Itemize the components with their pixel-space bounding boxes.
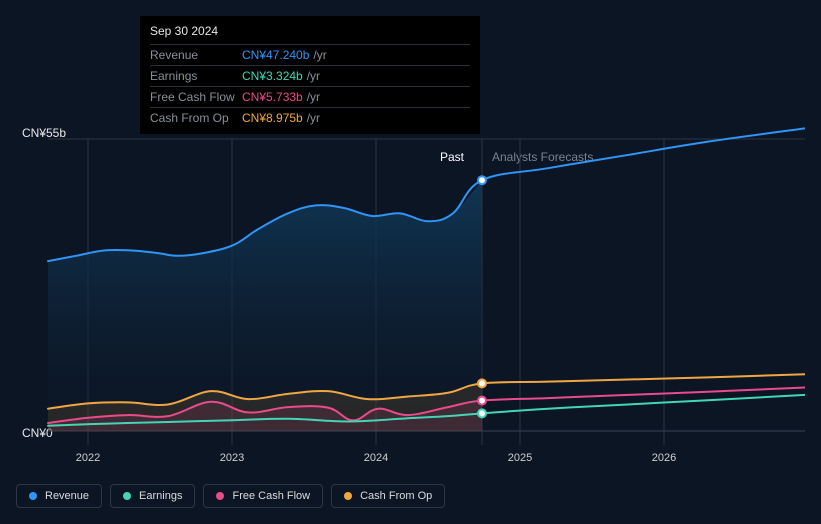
tooltip-unit: /yr <box>307 69 320 83</box>
x-axis-tick-label: 2025 <box>508 452 532 464</box>
x-axis-tick-label: 2024 <box>364 452 388 464</box>
chart-legend: Revenue Earnings Free Cash Flow Cash Fro… <box>16 484 445 508</box>
legend-dot-icon <box>344 492 352 500</box>
legend-item-free-cash-flow[interactable]: Free Cash Flow <box>203 484 323 508</box>
tooltip-label: Free Cash Flow <box>150 90 242 104</box>
tooltip-row: Free Cash Flow CN¥5.733b /yr <box>150 87 470 108</box>
legend-item-cash-from-op[interactable]: Cash From Op <box>331 484 445 508</box>
legend-dot-icon <box>29 492 37 500</box>
legend-dot-icon <box>123 492 131 500</box>
tooltip-label: Cash From Op <box>150 111 242 125</box>
tooltip-label: Earnings <box>150 69 242 83</box>
tooltip-value: CN¥3.324b <box>242 69 303 83</box>
legend-label: Revenue <box>45 490 89 502</box>
legend-label: Earnings <box>139 490 182 502</box>
tooltip-unit: /yr <box>307 111 320 125</box>
financial-chart[interactable] <box>16 125 805 445</box>
legend-label: Cash From Op <box>360 490 432 502</box>
tooltip-row: Cash From Op CN¥8.975b /yr <box>150 108 470 128</box>
x-axis-tick-label: 2022 <box>76 452 100 464</box>
legend-item-earnings[interactable]: Earnings <box>110 484 195 508</box>
tooltip-unit: /yr <box>307 90 320 104</box>
tooltip-unit: /yr <box>313 48 326 62</box>
tooltip-date: Sep 30 2024 <box>150 24 470 45</box>
x-axis-labels: 2022 2023 2024 2025 2026 <box>48 452 805 468</box>
tooltip-value: CN¥5.733b <box>242 90 303 104</box>
tooltip-value: CN¥47.240b <box>242 48 309 62</box>
legend-dot-icon <box>216 492 224 500</box>
legend-label: Free Cash Flow <box>232 490 310 502</box>
tooltip-value: CN¥8.975b <box>242 111 303 125</box>
x-axis-tick-label: 2026 <box>652 452 676 464</box>
x-axis-tick-label: 2023 <box>220 452 244 464</box>
tooltip-row: Earnings CN¥3.324b /yr <box>150 66 470 87</box>
legend-item-revenue[interactable]: Revenue <box>16 484 102 508</box>
chart-tooltip: Sep 30 2024 Revenue CN¥47.240b /yr Earni… <box>140 16 480 134</box>
tooltip-label: Revenue <box>150 48 242 62</box>
tooltip-row: Revenue CN¥47.240b /yr <box>150 45 470 66</box>
